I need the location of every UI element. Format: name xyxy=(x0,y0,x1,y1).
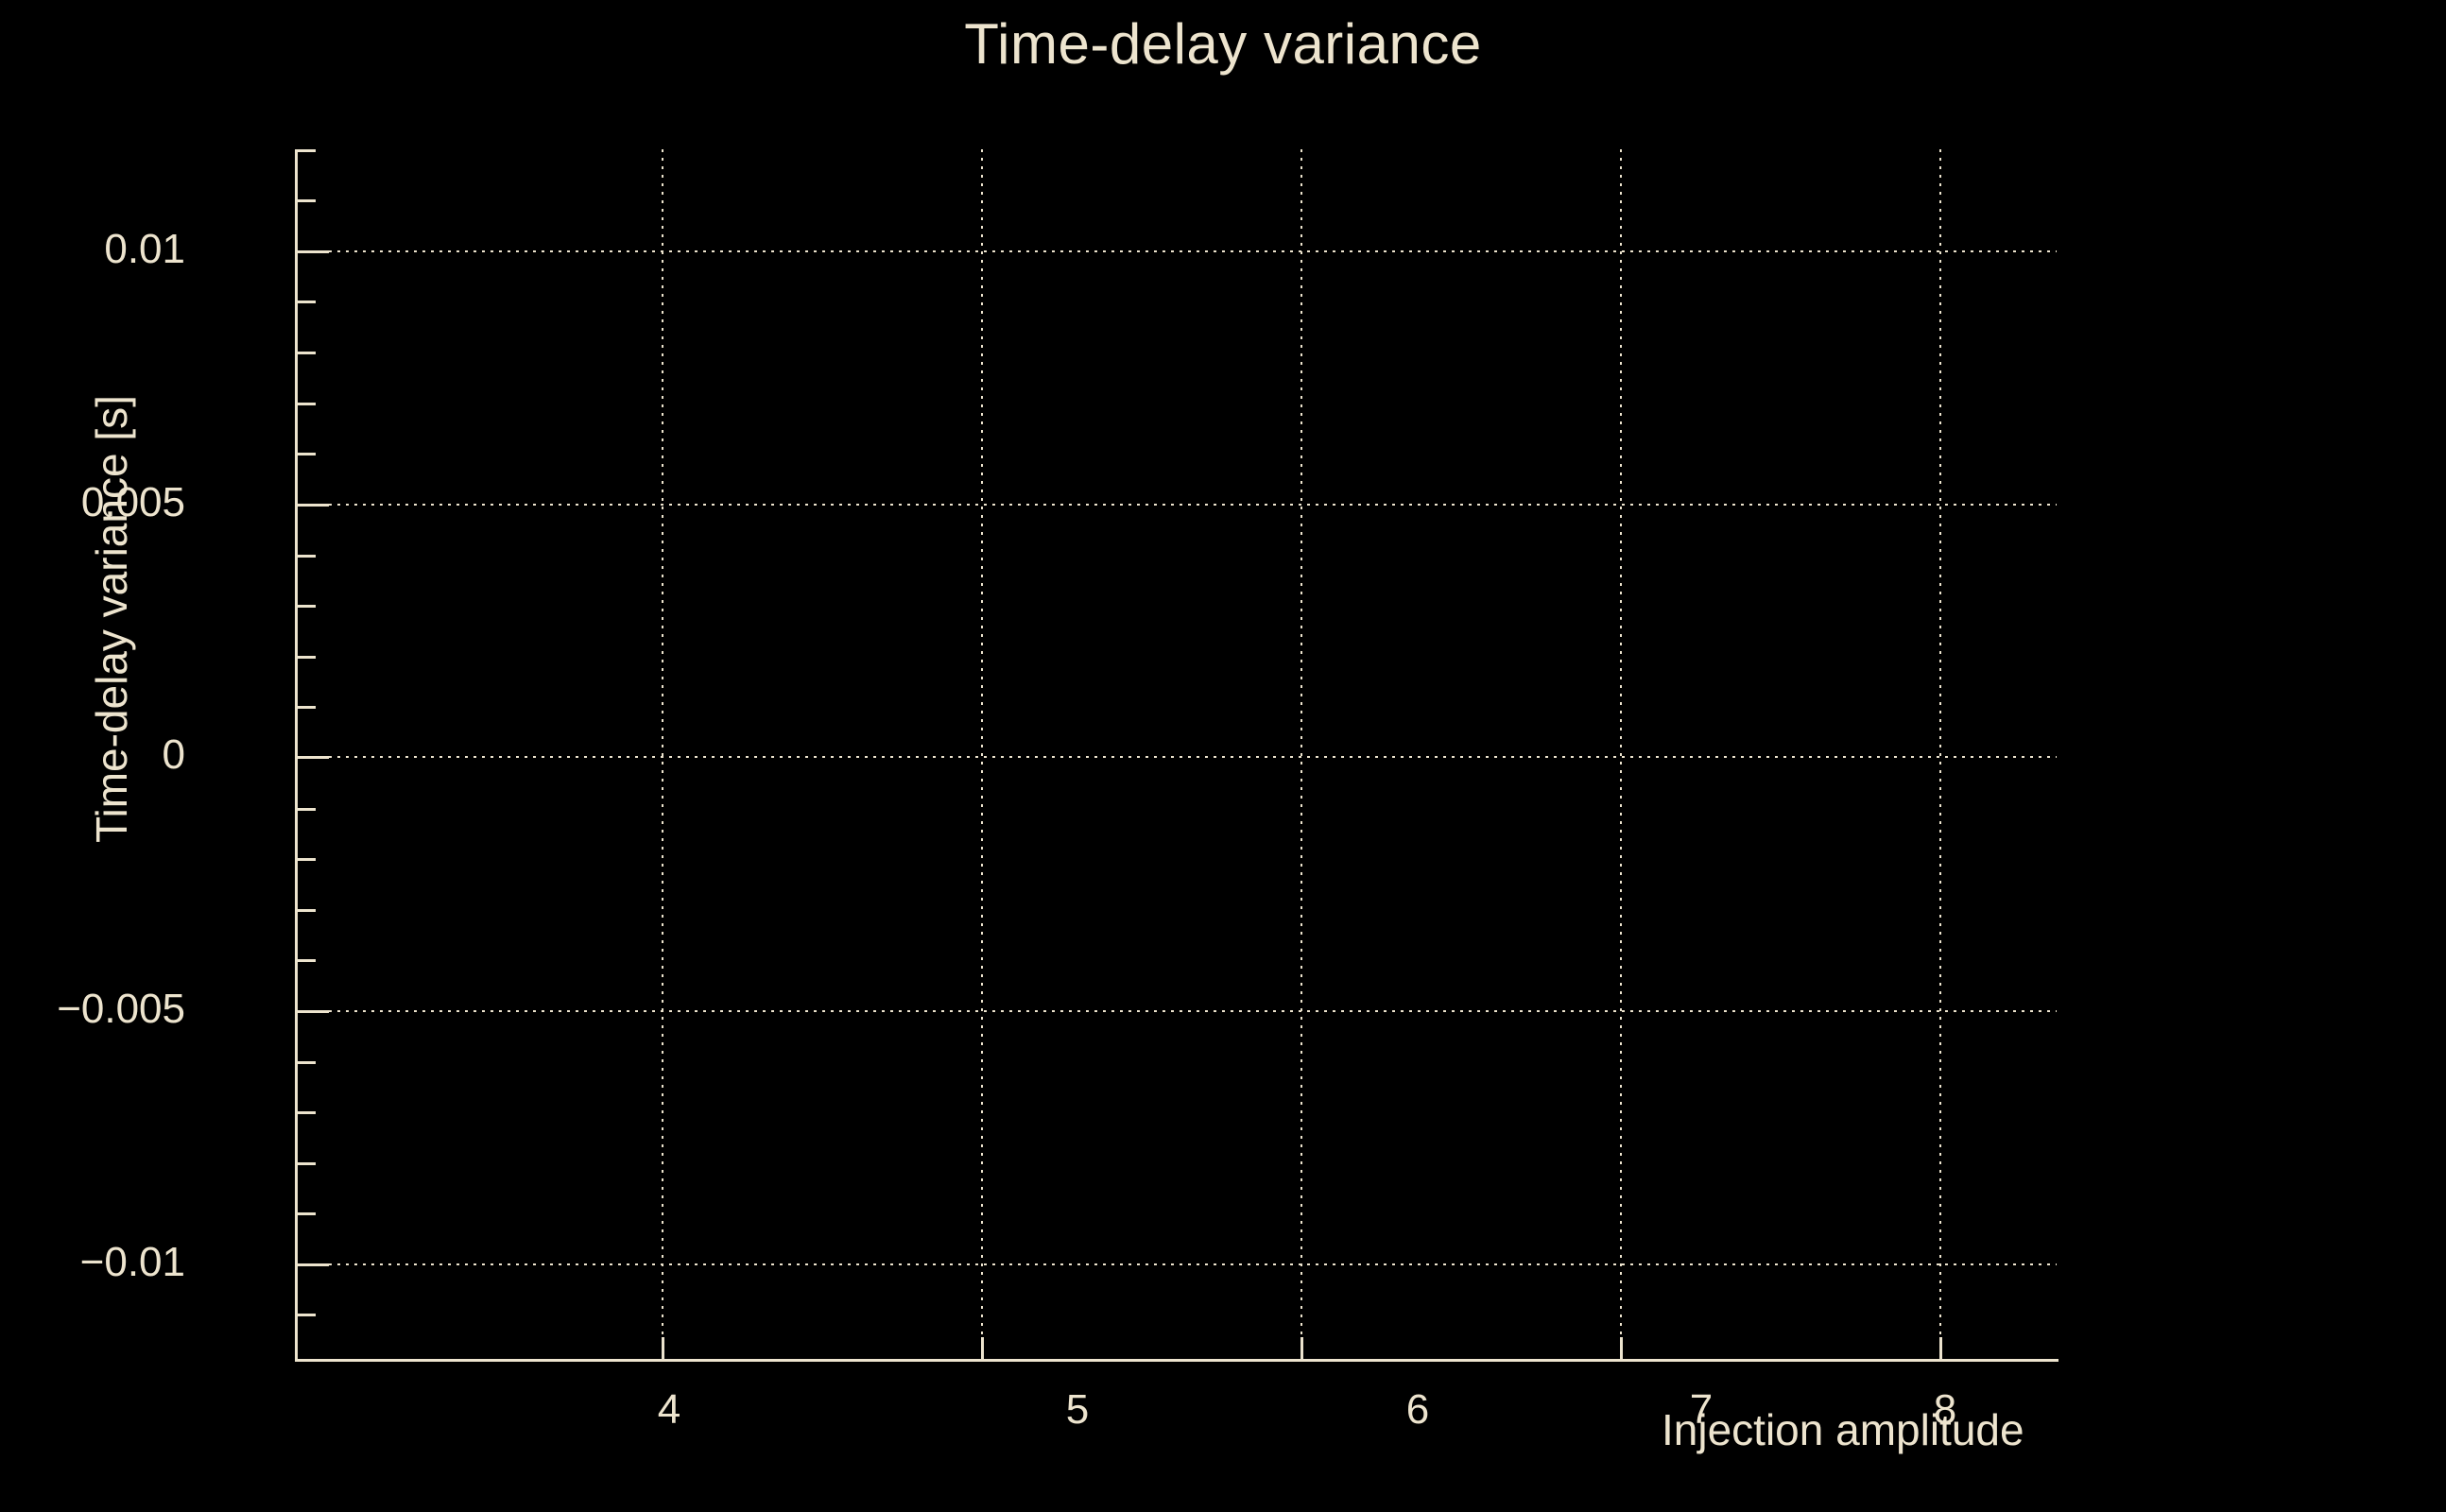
x-tick-major-4 xyxy=(662,1337,664,1362)
gridline-y--0.005 xyxy=(295,1010,2057,1012)
y-tick-label-0.005: 0.005 xyxy=(80,479,185,525)
y-tick-major-0.005 xyxy=(295,504,329,507)
y-tick-minor xyxy=(295,403,316,405)
y-axis-line xyxy=(295,149,298,1362)
y-tick-label--0.005: −0.005 xyxy=(57,986,185,1032)
y-tick-minor xyxy=(295,909,316,912)
y-tick-minor xyxy=(295,808,316,811)
y-tick-minor xyxy=(295,706,316,709)
x-axis-title: Injection amplitude xyxy=(1662,1405,2024,1454)
y-tick-minor xyxy=(295,1111,316,1114)
x-tick-major-8 xyxy=(1939,1337,1942,1362)
y-tick-minor xyxy=(295,199,316,202)
y-tick-label-0.01: 0.01 xyxy=(104,226,185,272)
y-tick-major--0.01 xyxy=(295,1263,329,1266)
y-tick-major-0.01 xyxy=(295,250,329,253)
y-tick-minor xyxy=(295,1061,316,1064)
y-tick-minor xyxy=(295,1314,316,1316)
y-tick-minor xyxy=(295,149,316,152)
y-axis-title: Time-delay variance [s] xyxy=(87,395,136,843)
gridline-x-4 xyxy=(662,149,663,1359)
y-tick-minor xyxy=(295,555,316,558)
x-axis-line xyxy=(295,1359,2058,1362)
x-tick-label-8: 8 xyxy=(1933,1386,1957,1433)
y-tick-major--0.005 xyxy=(295,1010,329,1013)
gridline-x-8 xyxy=(1939,149,1941,1359)
gridline-x-7 xyxy=(1620,149,1622,1359)
gridline-y-0.01 xyxy=(295,250,2057,252)
chart-title: Time-delay variance xyxy=(964,12,1482,76)
gridline-x-5 xyxy=(981,149,983,1359)
y-tick-minor xyxy=(295,1162,316,1165)
x-tick-major-7 xyxy=(1620,1337,1623,1362)
y-tick-label-0: 0 xyxy=(162,731,185,778)
y-tick-minor xyxy=(295,605,316,608)
y-tick-major-0 xyxy=(295,756,329,759)
x-tick-major-6 xyxy=(1301,1337,1303,1362)
y-axis-title-container: Time-delay variance [s] xyxy=(6,132,136,1106)
gridline-x-6 xyxy=(1301,149,1302,1359)
y-tick-minor xyxy=(295,858,316,861)
y-tick-minor xyxy=(295,301,316,303)
y-tick-minor xyxy=(295,1212,316,1215)
y-tick-minor xyxy=(295,453,316,455)
x-tick-label-4: 4 xyxy=(657,1386,681,1433)
y-tick-label--0.01: −0.01 xyxy=(79,1239,185,1285)
gridline-y--0.01 xyxy=(295,1263,2057,1265)
x-tick-label-7: 7 xyxy=(1689,1386,1714,1433)
y-tick-minor xyxy=(295,352,316,354)
x-tick-label-5: 5 xyxy=(1065,1386,1090,1433)
x-tick-major-5 xyxy=(981,1337,984,1362)
gridline-y-0.005 xyxy=(295,504,2057,506)
gridline-y-0 xyxy=(295,756,2057,758)
y-tick-minor xyxy=(295,656,316,659)
y-tick-minor xyxy=(295,959,316,962)
x-tick-label-6: 6 xyxy=(1405,1386,1430,1433)
